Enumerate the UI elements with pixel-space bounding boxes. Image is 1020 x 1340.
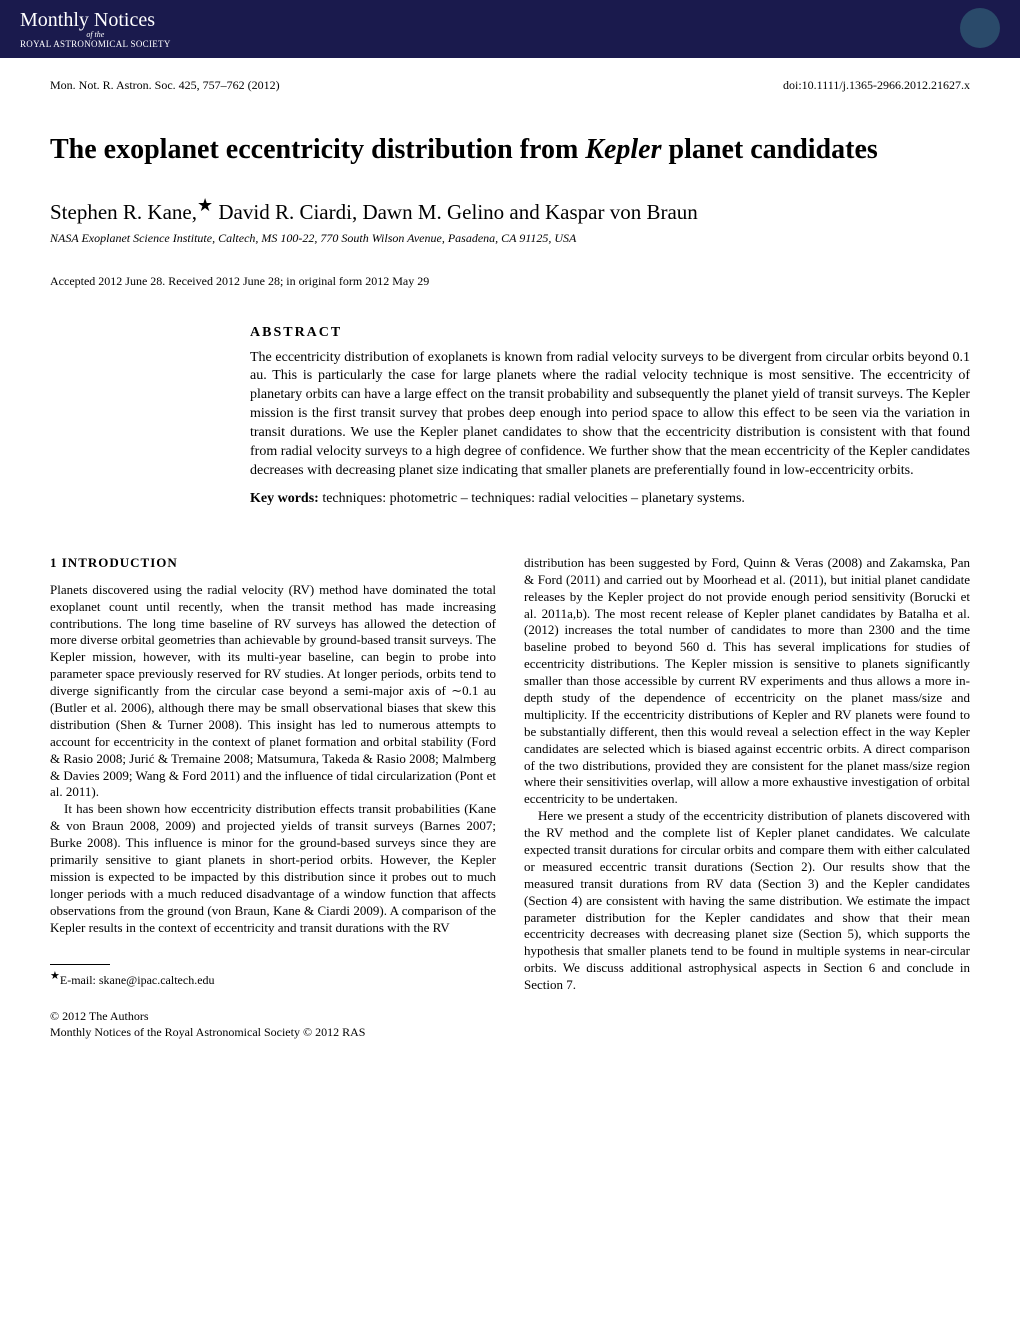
author-first: Stephen R. Kane,	[50, 200, 197, 224]
footnote-star-icon: ★	[50, 970, 60, 982]
affiliation: NASA Exoplanet Science Institute, Caltec…	[50, 231, 970, 246]
journal-banner: Monthly Notices of the ROYAL ASTRONOMICA…	[0, 0, 1020, 58]
footnote: ★E-mail: skane@ipac.caltech.edu	[50, 969, 496, 989]
copyright-block: © 2012 The Authors Monthly Notices of th…	[50, 1009, 496, 1040]
abstract-heading: ABSTRACT	[250, 325, 970, 341]
right-column: distribution has been suggested by Ford,…	[524, 555, 970, 1040]
section-1-heading: 1 INTRODUCTION	[50, 555, 496, 572]
citation-left: Mon. Not. R. Astron. Soc. 425, 757–762 (…	[50, 78, 280, 93]
left-column: 1 INTRODUCTION Planets discovered using …	[50, 555, 496, 1040]
footnote-separator	[50, 964, 110, 965]
keywords-label: Key words:	[250, 491, 319, 506]
body-columns: 1 INTRODUCTION Planets discovered using …	[50, 555, 970, 1040]
journal-society: ROYAL ASTRONOMICAL SOCIETY	[20, 39, 171, 49]
citation-line: Mon. Not. R. Astron. Soc. 425, 757–762 (…	[50, 78, 970, 93]
page-content: Mon. Not. R. Astron. Soc. 425, 757–762 (…	[0, 58, 1020, 1090]
abstract-text: The eccentricity distribution of exoplan…	[250, 349, 970, 481]
intro-p2: It has been shown how eccentricity distr…	[50, 801, 496, 936]
title-pre: The exoplanet eccentricity distribution …	[50, 134, 585, 165]
intro-p4: Here we present a study of the eccentric…	[524, 808, 970, 994]
title-post: planet candidates	[662, 134, 878, 165]
accepted-dates: Accepted 2012 June 28. Received 2012 Jun…	[50, 274, 970, 289]
keywords-line: Key words: techniques: photometric – tec…	[250, 491, 970, 507]
copyright-line2: Monthly Notices of the Royal Astronomica…	[50, 1025, 496, 1041]
corresponding-star-icon: ★	[197, 195, 213, 215]
title-em: Kepler	[585, 134, 661, 165]
intro-p3: distribution has been suggested by Ford,…	[524, 555, 970, 808]
article-title: The exoplanet eccentricity distribution …	[50, 133, 970, 167]
citation-doi: doi:10.1111/j.1365-2966.2012.21627.x	[783, 78, 970, 93]
abstract-section: ABSTRACT The eccentricity distribution o…	[250, 325, 970, 507]
intro-p1: Planets discovered using the radial velo…	[50, 582, 496, 802]
authors-line: Stephen R. Kane,★ David R. Ciardi, Dawn …	[50, 195, 970, 225]
journal-title: Monthly Notices	[20, 9, 171, 32]
copyright-line1: © 2012 The Authors	[50, 1009, 496, 1025]
authors-rest: David R. Ciardi, Dawn M. Gelino and Kasp…	[213, 200, 698, 224]
journal-logo: Monthly Notices of the ROYAL ASTRONOMICA…	[20, 9, 171, 49]
society-crest-icon	[960, 8, 1000, 48]
footnote-email: E-mail: skane@ipac.caltech.edu	[60, 973, 215, 987]
keywords-text: techniques: photometric – techniques: ra…	[319, 491, 745, 506]
